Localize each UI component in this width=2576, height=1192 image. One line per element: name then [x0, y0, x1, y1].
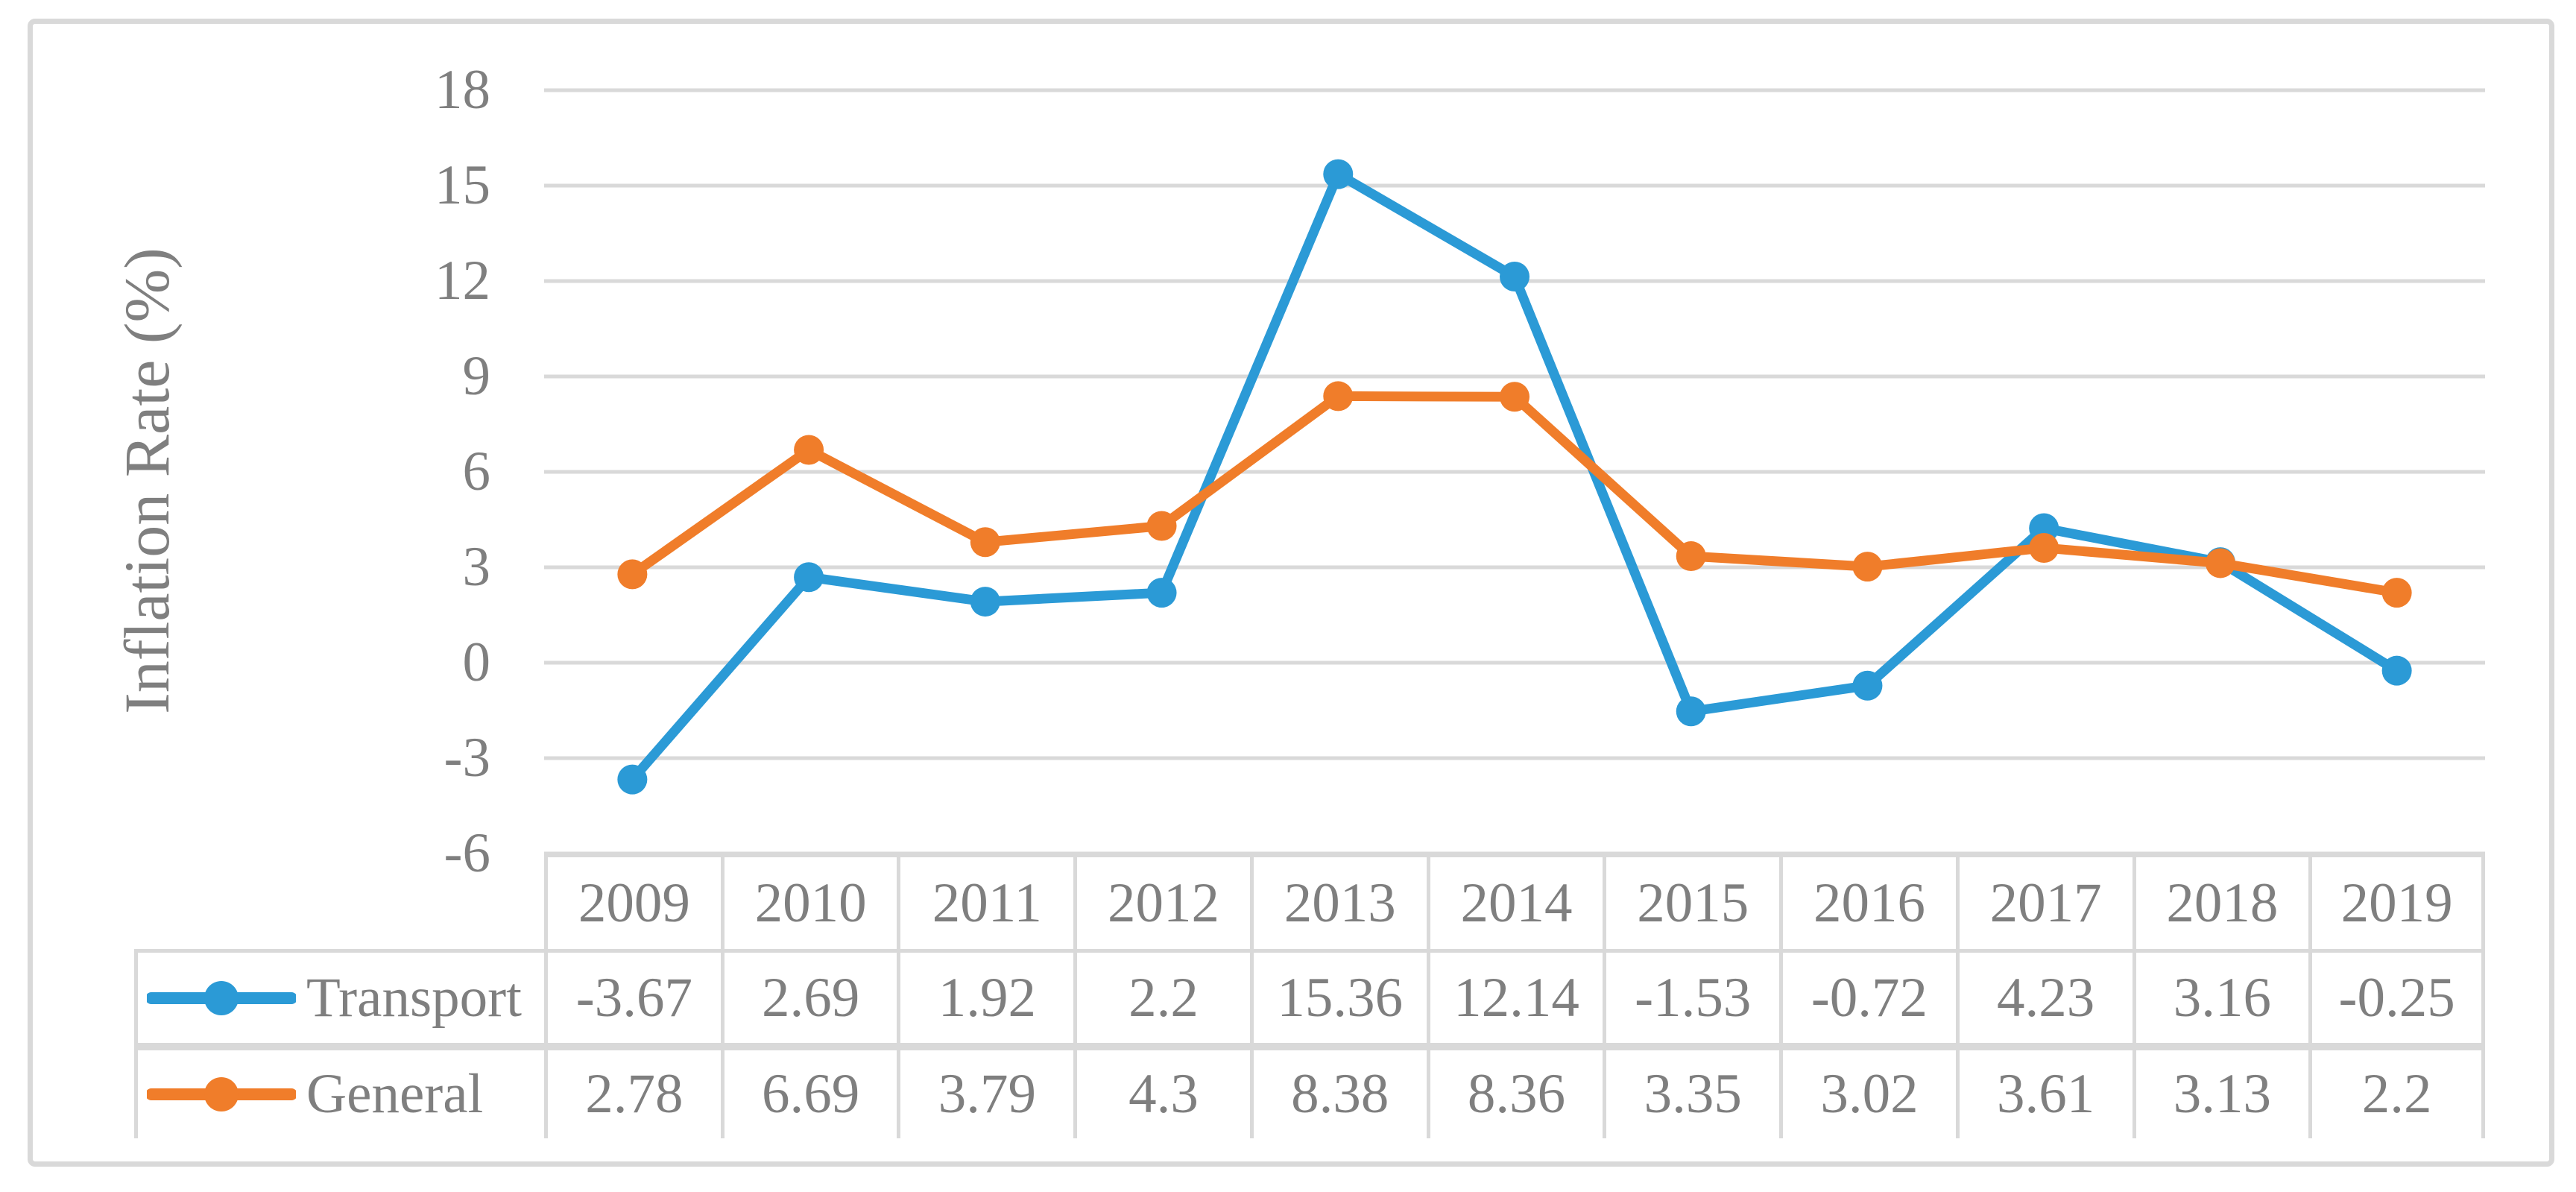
y-tick-label: -6	[443, 822, 490, 885]
year-header-cell: 2011	[897, 854, 1074, 949]
data-table: Transport -3.67 2.69 1.92 2.2 15.36 12.1…	[134, 949, 2485, 1138]
transport-value-cell: -3.67	[544, 949, 721, 1047]
y-tick-label: 12	[435, 249, 490, 312]
data-point-marker-general	[2029, 532, 2059, 563]
y-tick-label: 0	[462, 631, 491, 693]
data-point-marker-general	[970, 527, 1000, 558]
y-tick-label: -3	[443, 727, 490, 789]
year-header-cell: 2016	[1779, 854, 1956, 949]
transport-value-cell: -1.53	[1603, 949, 1780, 1047]
figure-border	[28, 19, 2554, 1167]
y-tick-label: 9	[462, 344, 491, 407]
general-value-cell: 2.78	[544, 1047, 721, 1138]
data-point-marker-general	[1146, 511, 1177, 541]
data-point-marker-transport	[1500, 261, 1530, 291]
data-point-marker-general	[1323, 381, 1354, 411]
general-value-cell: 3.02	[1779, 1047, 1956, 1138]
y-tick-label: 18	[435, 58, 490, 121]
legend-item-transport: Transport	[134, 949, 544, 1047]
data-point-marker-general	[1676, 541, 1706, 572]
transport-value-cell: 3.16	[2132, 949, 2309, 1047]
y-tick-label: 15	[435, 154, 490, 216]
year-header-cell: 2009	[544, 854, 721, 949]
year-header-cell: 2017	[1955, 854, 2133, 949]
year-header-cell: 2013	[1249, 854, 1427, 949]
transport-value-cell: 4.23	[1955, 949, 2133, 1047]
data-point-marker-transport	[617, 764, 648, 795]
year-header-cell: 2018	[2132, 854, 2309, 949]
y-tick-label: 3	[462, 535, 491, 598]
general-value-cell: 3.79	[897, 1047, 1074, 1138]
data-point-marker-transport	[794, 562, 824, 593]
transport-value-cell: 1.92	[897, 949, 1074, 1047]
y-tick-label: 6	[462, 440, 491, 502]
series-line-general	[627, 391, 2402, 598]
general-value-cell: 3.61	[1955, 1047, 2133, 1138]
general-value-cell: 2.2	[2308, 1047, 2485, 1138]
year-header-cell: 2015	[1603, 854, 1780, 949]
transport-value-cell: 15.36	[1249, 949, 1427, 1047]
data-point-marker-transport	[1852, 670, 1883, 701]
general-value-cell: 8.36	[1426, 1047, 1603, 1138]
general-value-cell: 3.35	[1603, 1047, 1780, 1138]
data-point-marker-general	[617, 559, 648, 590]
data-point-marker-transport	[1146, 578, 1177, 608]
general-value-cell: 3.13	[2132, 1047, 2309, 1138]
transport-value-cell: 12.14	[1426, 949, 1603, 1047]
general-value-cell: 4.3	[1073, 1047, 1250, 1138]
legend-label-transport: Transport	[306, 966, 522, 1029]
transport-value-cell: -0.25	[2308, 949, 2485, 1047]
data-point-marker-general	[1500, 382, 1530, 412]
data-point-marker-transport	[1323, 159, 1354, 189]
data-point-marker-transport	[2381, 655, 2412, 686]
transport-series-key-icon	[147, 980, 296, 1015]
data-point-marker-general	[1852, 552, 1883, 582]
year-header-cell: 2019	[2308, 854, 2485, 949]
data-point-marker-general	[794, 435, 824, 465]
legend-label-general: General	[306, 1063, 484, 1125]
transport-value-cell: 2.2	[1073, 949, 1250, 1047]
data-point-marker-transport	[1676, 696, 1706, 727]
year-header-cell: 2010	[720, 854, 897, 949]
general-value-cell: 8.38	[1249, 1047, 1427, 1138]
transport-value-cell: -0.72	[1779, 949, 1956, 1047]
general-series-key-icon	[147, 1077, 296, 1111]
data-point-marker-general	[2205, 548, 2235, 578]
transport-value-cell: 2.69	[720, 949, 897, 1047]
year-header-cell: 2012	[1073, 854, 1250, 949]
year-header-cell: 2014	[1426, 854, 1603, 949]
data-point-marker-transport	[970, 587, 1000, 617]
data-point-marker-general	[2381, 578, 2412, 608]
legend-item-general: General	[134, 1047, 544, 1138]
general-value-cell: 6.69	[720, 1047, 897, 1138]
year-header-row: 2009 2010 2011 2012 2013 2014 2015 2016 …	[544, 854, 2485, 949]
